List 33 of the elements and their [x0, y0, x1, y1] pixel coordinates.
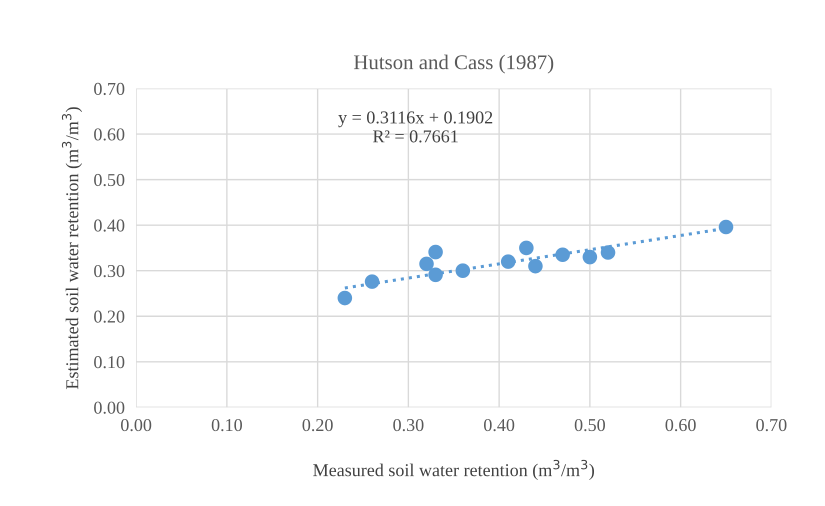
x-tick-label: 0.50	[574, 418, 605, 432]
x-tick-label: 0.70	[756, 418, 786, 432]
annotation: y = 0.3116x + 0.1902 R² = 0.7661	[338, 111, 492, 143]
point	[428, 244, 443, 260]
y-tick-label: 0.70	[94, 82, 124, 96]
y-tick-label: 0.50	[94, 174, 124, 186]
point	[428, 268, 443, 282]
x-tick-label: 0.10	[212, 418, 242, 432]
x-tick-label: 0.60	[666, 418, 696, 432]
y-tick-label: 0.00	[94, 402, 124, 414]
point	[419, 256, 434, 272]
point	[338, 290, 352, 306]
point	[364, 274, 380, 289]
y-tick-label: 0.60	[94, 128, 124, 141]
y-tick-label: 0.10	[94, 356, 124, 368]
x-tick-label: 0.40	[484, 418, 514, 432]
point	[555, 247, 570, 262]
point	[600, 245, 616, 260]
x-tick-label: 0.00	[121, 418, 152, 432]
y-tick-label: 0.30	[94, 264, 124, 278]
point	[519, 240, 534, 256]
y-tick-label: 0.40	[94, 219, 124, 232]
chart-title: Hutson and Cass (1987)	[354, 54, 554, 74]
point	[500, 254, 516, 269]
point	[528, 258, 543, 274]
point	[582, 250, 598, 264]
x-axis-title: Measured soil water retention (m$^{3}$/m$^{3}$)	[313, 460, 594, 480]
y-axis-title: Estimated soil water retention (m$^{3}$/m$^{3}$)	[62, 107, 82, 390]
point	[456, 263, 470, 278]
x-tick-label: 0.20	[302, 418, 333, 432]
x-tick-label: 0.30	[393, 418, 424, 432]
point	[718, 220, 734, 234]
y-tick-label: 0.20	[94, 310, 124, 323]
